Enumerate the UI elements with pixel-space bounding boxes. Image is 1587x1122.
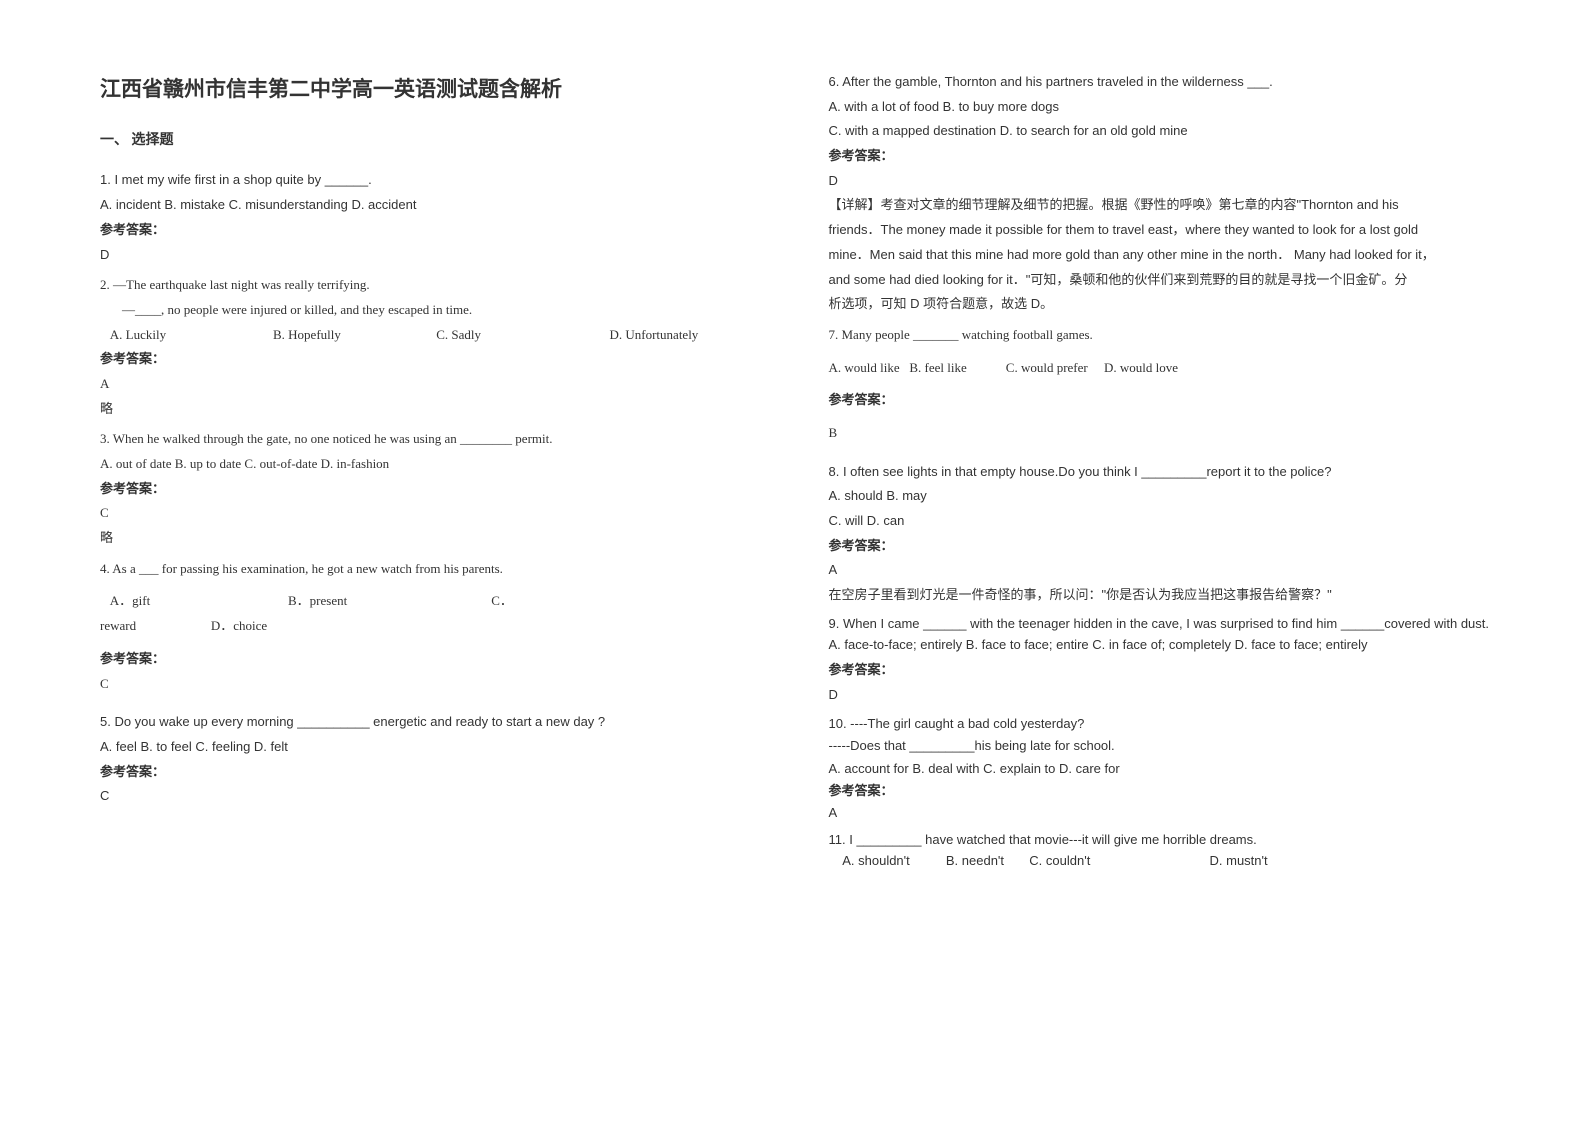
answer-label: 参考答案： [100, 647, 769, 672]
q6-explain5: 析选项，可知 D 项符合题意，故选 D。 [829, 292, 1498, 317]
q4-answer: C [100, 672, 769, 697]
right-column: 6. After the gamble, Thornton and his pa… [799, 70, 1498, 1082]
q7-answer: B [829, 421, 1498, 446]
q6-explain4: and some had died looking for it．"可知，桑顿和… [829, 268, 1498, 293]
question-7: 7. Many people _______ watching football… [829, 323, 1498, 446]
answer-label: 参考答案： [829, 534, 1498, 559]
q4-text: 4. As a ___ for passing his examination,… [100, 557, 769, 582]
q6-text: 6. After the gamble, Thornton and his pa… [829, 70, 1498, 95]
q2-answer: A [100, 372, 769, 397]
answer-label: 参考答案： [829, 388, 1498, 413]
q8-text: 8. I often see lights in that empty hous… [829, 460, 1498, 485]
q8-options1: A. should B. may [829, 484, 1498, 509]
q2-line2: —____, no people were injured or killed,… [100, 298, 769, 323]
q4-options-line2: reward D．choice [100, 614, 769, 639]
q10-text: 10. ----The girl caught a bad cold yeste… [829, 713, 1498, 735]
q6-answer: D [829, 169, 1498, 194]
q6-explain1: 【详解】考查对文章的细节理解及细节的把握。根据《野性的呼唤》第七章的内容"Tho… [829, 193, 1498, 218]
q8-explain: 在空房子里看到灯光是一件奇怪的事，所以问："你是否认为我应当把这事报告给警察？" [829, 583, 1498, 608]
q2-options: A. Luckily B. Hopefully C. Sadly D. Unfo… [100, 323, 769, 348]
q1-answer: D [100, 243, 769, 268]
question-2: 2. —The earthquake last night was really… [100, 273, 769, 421]
answer-label: 参考答案： [829, 144, 1498, 169]
q4-options-line1: A．gift B．present C． [100, 589, 769, 614]
left-column: 江西省赣州市信丰第二中学高一英语测试题含解析 一、 选择题 1. I met m… [100, 70, 799, 1082]
q10-line2: -----Does that _________his being late f… [829, 735, 1498, 757]
q1-options: A. incident B. mistake C. misunderstandi… [100, 193, 769, 218]
q11-options: A. shouldn't B. needn't C. couldn't D. m… [829, 851, 1498, 872]
answer-label: 参考答案： [829, 780, 1498, 802]
answer-label: 参考答案： [100, 760, 769, 785]
question-3: 3. When he walked through the gate, no o… [100, 427, 769, 550]
q6-explain2: friends．The money made it possible for t… [829, 218, 1498, 243]
section-header: 一、 选择题 [100, 128, 769, 155]
q10-answer: A [829, 802, 1498, 824]
q8-options2: C. will D. can [829, 509, 1498, 534]
q2-text: 2. —The earthquake last night was really… [100, 273, 769, 298]
q2-omit: 略 [100, 397, 769, 422]
q9-text: 9. When I came ______ with the teenager … [829, 614, 1498, 634]
answer-label: 参考答案： [100, 347, 769, 372]
q11-text: 11. I _________ have watched that movie-… [829, 830, 1498, 851]
q9-options: A. face-to-face; entirely B. face to fac… [829, 633, 1498, 658]
question-11: 11. I _________ have watched that movie-… [829, 830, 1498, 872]
answer-label: 参考答案： [829, 658, 1498, 683]
q10-options: A. account for B. deal with C. explain t… [829, 758, 1498, 780]
q5-answer: C [100, 784, 769, 809]
q9-answer: D [829, 683, 1498, 708]
q7-options: A. would like B. feel like C. would pref… [829, 356, 1498, 381]
question-5: 5. Do you wake up every morning ________… [100, 710, 769, 809]
answer-label: 参考答案： [100, 477, 769, 502]
question-6: 6. After the gamble, Thornton and his pa… [829, 70, 1498, 317]
q5-text: 5. Do you wake up every morning ________… [100, 710, 769, 735]
q7-text: 7. Many people _______ watching football… [829, 323, 1498, 348]
question-1: 1. I met my wife first in a shop quite b… [100, 168, 769, 267]
question-8: 8. I often see lights in that empty hous… [829, 460, 1498, 608]
page-title: 江西省赣州市信丰第二中学高一英语测试题含解析 [100, 70, 769, 110]
q6-options1: A. with a lot of food B. to buy more dog… [829, 95, 1498, 120]
q3-options: A. out of date B. up to date C. out-of-d… [100, 452, 769, 477]
q3-omit: 略 [100, 526, 769, 551]
q3-answer: C [100, 501, 769, 526]
q5-options: A. feel B. to feel C. feeling D. felt [100, 735, 769, 760]
question-9: 9. When I came ______ with the teenager … [829, 614, 1498, 708]
q8-answer: A [829, 558, 1498, 583]
question-4: 4. As a ___ for passing his examination,… [100, 557, 769, 696]
q6-options2: C. with a mapped destination D. to searc… [829, 119, 1498, 144]
q6-explain3: mine．Men said that this mine had more go… [829, 243, 1498, 268]
answer-label: 参考答案： [100, 218, 769, 243]
q1-text: 1. I met my wife first in a shop quite b… [100, 168, 769, 193]
question-10: 10. ----The girl caught a bad cold yeste… [829, 713, 1498, 823]
q3-text: 3. When he walked through the gate, no o… [100, 427, 769, 452]
